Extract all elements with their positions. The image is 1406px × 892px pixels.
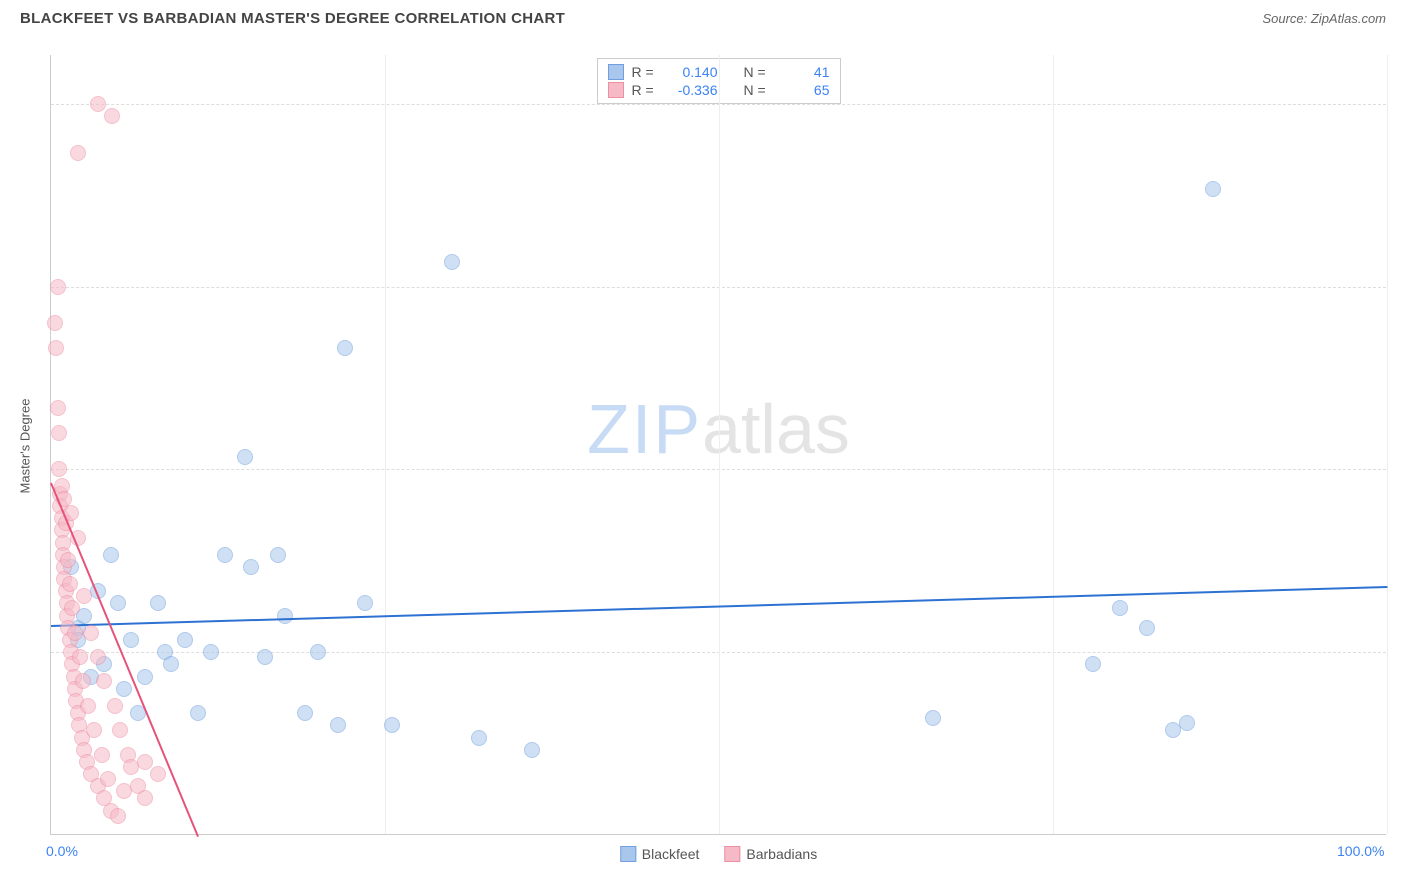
point-barbadians (70, 145, 86, 161)
point-blackfeet (190, 705, 206, 721)
point-barbadians (47, 315, 63, 331)
point-blackfeet (1205, 181, 1221, 197)
point-blackfeet (297, 705, 313, 721)
series-legend: Blackfeet Barbadians (620, 846, 817, 862)
point-barbadians (90, 649, 106, 665)
y-axis-label: Master's Degree (18, 399, 33, 494)
point-blackfeet (177, 632, 193, 648)
point-barbadians (80, 698, 96, 714)
point-barbadians (48, 340, 64, 356)
watermark-zip: ZIP (587, 390, 702, 468)
swatch-barbadians (608, 82, 624, 98)
point-blackfeet (116, 681, 132, 697)
swatch-blackfeet-icon (620, 846, 636, 862)
y-tick-label: 7.5% (1391, 644, 1406, 660)
y-tick-label: 30.0% (1391, 96, 1406, 112)
point-blackfeet (1085, 656, 1101, 672)
point-blackfeet (150, 595, 166, 611)
point-blackfeet (163, 656, 179, 672)
point-barbadians (60, 552, 76, 568)
r-value-blackfeet: 0.140 (668, 64, 718, 80)
point-blackfeet (330, 717, 346, 733)
point-blackfeet (203, 644, 219, 660)
point-barbadians (104, 108, 120, 124)
point-barbadians (76, 588, 92, 604)
n-value-barbadians: 65 (780, 82, 830, 98)
watermark-atlas: atlas (702, 390, 850, 468)
point-barbadians (64, 600, 80, 616)
point-barbadians (75, 673, 91, 689)
r-label: R = (632, 64, 660, 80)
swatch-blackfeet (608, 64, 624, 80)
point-blackfeet (277, 608, 293, 624)
r-label: R = (632, 82, 660, 98)
point-barbadians (51, 461, 67, 477)
n-label: N = (744, 64, 772, 80)
point-barbadians (50, 400, 66, 416)
point-barbadians (72, 649, 88, 665)
legend-label-barbadians: Barbadians (746, 846, 817, 862)
swatch-barbadians-icon (724, 846, 740, 862)
point-barbadians (94, 747, 110, 763)
point-blackfeet (217, 547, 233, 563)
point-blackfeet (270, 547, 286, 563)
y-tick-label: 15.0% (1391, 461, 1406, 477)
point-barbadians (137, 754, 153, 770)
point-blackfeet (337, 340, 353, 356)
point-barbadians (83, 625, 99, 641)
gridline-v (1387, 55, 1388, 834)
source-label: Source: ZipAtlas.com (1262, 11, 1386, 26)
point-blackfeet (257, 649, 273, 665)
gridline-v (385, 55, 386, 834)
point-blackfeet (444, 254, 460, 270)
point-blackfeet (1139, 620, 1155, 636)
point-barbadians (86, 722, 102, 738)
point-blackfeet (524, 742, 540, 758)
point-barbadians (50, 279, 66, 295)
point-blackfeet (1179, 715, 1195, 731)
point-barbadians (67, 625, 83, 641)
n-value-blackfeet: 41 (780, 64, 830, 80)
point-blackfeet (110, 595, 126, 611)
point-blackfeet (1112, 600, 1128, 616)
point-barbadians (137, 790, 153, 806)
point-blackfeet (103, 547, 119, 563)
point-barbadians (51, 425, 67, 441)
point-blackfeet (310, 644, 326, 660)
n-label: N = (744, 82, 772, 98)
point-blackfeet (123, 632, 139, 648)
r-value-barbadians: -0.336 (668, 82, 718, 98)
point-blackfeet (357, 595, 373, 611)
point-barbadians (110, 808, 126, 824)
point-barbadians (107, 698, 123, 714)
x-tick-label: 0.0% (46, 843, 78, 859)
point-blackfeet (243, 559, 259, 575)
point-blackfeet (237, 449, 253, 465)
x-tick-label: 100.0% (1337, 843, 1384, 859)
point-barbadians (100, 771, 116, 787)
point-barbadians (90, 96, 106, 112)
scatter-plot: ZIPatlas R = 0.140 N = 41 R = -0.336 N =… (50, 55, 1386, 835)
point-barbadians (62, 576, 78, 592)
point-barbadians (96, 673, 112, 689)
y-tick-label: 22.5% (1391, 279, 1406, 295)
point-blackfeet (384, 717, 400, 733)
point-blackfeet (137, 669, 153, 685)
chart-title: BLACKFEET VS BARBADIAN MASTER'S DEGREE C… (20, 10, 565, 27)
gridline-v (1053, 55, 1054, 834)
point-barbadians (150, 766, 166, 782)
point-blackfeet (925, 710, 941, 726)
point-blackfeet (471, 730, 487, 746)
legend-item-barbadians: Barbadians (724, 846, 817, 862)
gridline-v (719, 55, 720, 834)
legend-item-blackfeet: Blackfeet (620, 846, 700, 862)
point-barbadians (112, 722, 128, 738)
legend-label-blackfeet: Blackfeet (642, 846, 700, 862)
